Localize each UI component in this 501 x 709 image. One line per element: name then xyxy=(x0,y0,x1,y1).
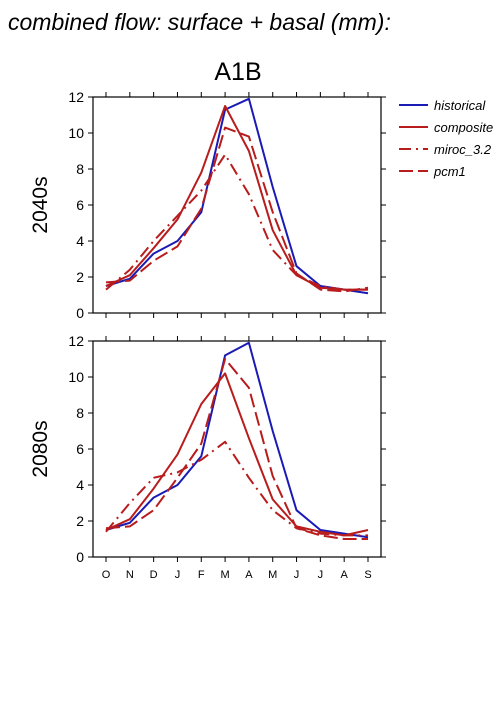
x-tick-label: J xyxy=(175,569,181,581)
x-tick-label: S xyxy=(364,569,371,581)
y-tick-label: 2 xyxy=(76,269,84,285)
x-tick-label: M xyxy=(221,569,230,581)
legend-entry-historical: historical xyxy=(399,98,486,113)
x-tick-label: D xyxy=(150,569,158,581)
series-line-historical xyxy=(105,341,369,539)
x-tick-label: O xyxy=(102,569,111,581)
x-tick-label: A xyxy=(341,569,349,581)
y-tick-label: 10 xyxy=(68,369,84,385)
x-tick-label: J xyxy=(318,569,324,581)
legend-label: composite xyxy=(434,120,493,135)
series-line-historical xyxy=(105,97,369,295)
y-tick-label: 2 xyxy=(76,513,84,529)
x-tick-label: M xyxy=(268,569,277,581)
y-tick-label: 12 xyxy=(68,89,84,105)
series-line-composite xyxy=(105,372,369,537)
y-tick-label: 8 xyxy=(76,405,84,421)
y-tick-label: 4 xyxy=(76,477,84,493)
scenario-label: A1B xyxy=(214,58,261,86)
series-line-pcm1 xyxy=(105,358,368,540)
legend-label: historical xyxy=(434,98,486,113)
panel-2080s: 0 2 4 6 8 10 12 O N D J F M A M J J A S 2080s xyxy=(29,333,386,581)
y-tick-label: 8 xyxy=(76,161,84,177)
x-tick-label: F xyxy=(198,569,205,581)
series-line-pcm1 xyxy=(105,126,369,293)
x-tick-label: J xyxy=(294,569,300,581)
y-tick-label: 4 xyxy=(76,233,84,249)
y-tick-label: 12 xyxy=(68,333,84,349)
legend: historical composite miroc_3.2 pcm1 xyxy=(399,98,493,179)
series-line-composite xyxy=(105,105,368,291)
series-line-miroc_3.2 xyxy=(105,440,368,537)
legend-entry-composite: composite xyxy=(399,120,493,135)
y-tick-label: 6 xyxy=(76,441,84,457)
legend-label: pcm1 xyxy=(433,164,466,179)
figure-title: combined flow: surface + basal (mm): xyxy=(8,9,391,35)
legend-entry-miroc_3.2: miroc_3.2 xyxy=(399,142,492,157)
series-line-miroc_3.2 xyxy=(105,153,368,291)
x-tick-label: A xyxy=(245,569,253,581)
panels: 0 2 4 6 8 10 12 2040s 0 2 4 6 8 10 12 O N D J F M A M J J A S 2080s xyxy=(29,89,386,581)
y-tick-label: 10 xyxy=(68,125,84,141)
y-tick-label: 6 xyxy=(76,197,84,213)
legend-entry-pcm1: pcm1 xyxy=(399,164,466,179)
y-tick-label: 0 xyxy=(76,305,84,321)
legend-label: miroc_3.2 xyxy=(434,142,492,157)
x-tick-label: N xyxy=(126,569,134,581)
panel-ylabel: 2040s xyxy=(29,176,52,233)
y-tick-label: 0 xyxy=(76,549,84,565)
panel-2040s: 0 2 4 6 8 10 12 2040s xyxy=(29,89,386,321)
panel-ylabel: 2080s xyxy=(29,420,52,477)
